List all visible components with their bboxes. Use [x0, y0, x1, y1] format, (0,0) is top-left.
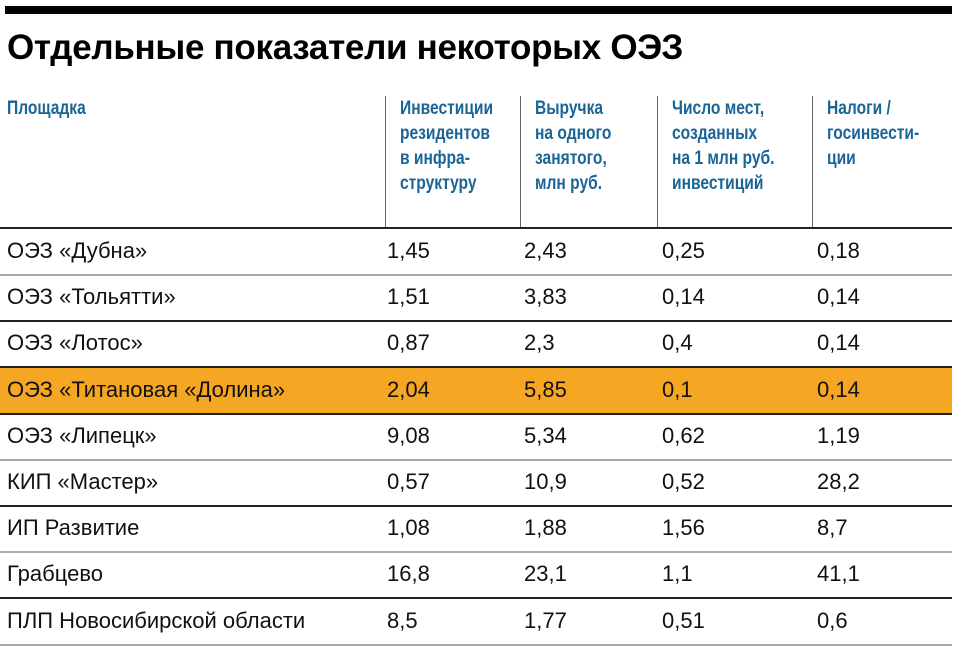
- table-row: Грабцево 16,8 23,1 1,1 41,1: [0, 552, 952, 598]
- cell-taxes: 0,14: [817, 284, 860, 310]
- cell-site: ПЛП Новосибирской области: [7, 607, 306, 633]
- table-row: КИП «Мастер» 0,57 10,9 0,52 28,2: [0, 460, 952, 506]
- table-title: Отдельные показатели некоторых ОЭЗ: [7, 28, 684, 67]
- cell-invest: 1,51: [387, 284, 430, 310]
- cell-taxes: 41,1: [817, 561, 860, 587]
- header-line: Инвестиции: [400, 98, 494, 119]
- cell-invest: 2,04: [387, 376, 430, 402]
- cell-revenue: 2,3: [524, 330, 555, 356]
- table-row: ОЭЗ «Липецк» 9,08 5,34 0,62 1,19: [0, 414, 952, 460]
- header-revenue: Выручка на одного занятого, млн руб.: [535, 96, 655, 228]
- row-divider: [0, 366, 952, 369]
- header-taxes: Налоги / госинвести- ции: [827, 96, 952, 228]
- header-line: на 1 млн руб.: [672, 148, 775, 169]
- header-line: на одного: [535, 123, 612, 144]
- header-line: госинвести-: [827, 123, 920, 144]
- cell-jobs: 1,1: [662, 561, 693, 587]
- header-line: структуру: [400, 173, 477, 194]
- cell-jobs: 0,4: [662, 330, 693, 356]
- cell-invest: 1,08: [387, 515, 430, 541]
- header-line: инвестиций: [672, 173, 764, 194]
- cell-site: ОЭЗ «Дубна»: [7, 238, 148, 263]
- header-site: Площадка: [7, 96, 377, 228]
- cell-site: Грабцево: [7, 561, 104, 587]
- header-line: млн руб.: [535, 173, 603, 194]
- header-line: Налоги /: [827, 98, 891, 119]
- header-divider: [812, 96, 813, 228]
- cell-invest: 0,57: [387, 469, 430, 494]
- cell-revenue: 1,88: [524, 515, 567, 541]
- header-rule: [0, 227, 952, 229]
- cell-jobs: 0,62: [662, 422, 705, 448]
- row-divider: [0, 597, 952, 600]
- cell-invest: 0,87: [387, 330, 430, 356]
- cell-taxes: 0,18: [817, 238, 860, 263]
- table-row: ОЭЗ «Тольятти» 1,51 3,83 0,14 0,14: [0, 275, 952, 321]
- table-row: ИП Развитие 1,08 1,88 1,56 8,7: [0, 506, 952, 552]
- cell-jobs: 1,56: [662, 515, 705, 541]
- table-row: ОЭЗ «Дубна» 1,45 2,43 0,25 0,18: [0, 229, 952, 275]
- cell-taxes: 1,19: [817, 422, 860, 448]
- header-line: ции: [827, 148, 856, 169]
- cell-invest: 1,45: [387, 238, 430, 263]
- header-line: созданных: [672, 123, 758, 144]
- cell-jobs: 0,25: [662, 238, 705, 263]
- header-line: Выручка: [535, 98, 604, 119]
- cell-invest: 9,08: [387, 422, 430, 448]
- cell-taxes: 0,14: [817, 330, 860, 356]
- header-divider: [657, 96, 658, 228]
- header-line: в инфра-: [400, 148, 470, 169]
- header-line: Площадка: [7, 98, 86, 119]
- cell-taxes: 28,2: [817, 469, 860, 494]
- cell-revenue: 3,83: [524, 284, 567, 310]
- header-line: занятого,: [535, 148, 607, 169]
- cell-jobs: 0,52: [662, 469, 705, 494]
- cell-revenue: 10,9: [524, 469, 567, 494]
- cell-invest: 16,8: [387, 561, 430, 587]
- cell-site: КИП «Мастер»: [7, 469, 159, 494]
- row-divider: [0, 551, 952, 554]
- cell-invest: 8,5: [387, 607, 418, 633]
- header-divider: [520, 96, 521, 228]
- cell-jobs: 0,14: [662, 284, 705, 310]
- header-divider: [385, 96, 386, 228]
- table-row: ОЭЗ «Лотос» 0,87 2,3 0,4 0,14: [0, 321, 952, 367]
- row-divider: [0, 458, 952, 461]
- cell-taxes: 8,7: [817, 515, 848, 541]
- header-invest: Инвестиции резидентов в инфра- структуру: [400, 96, 518, 228]
- cell-revenue: 5,85: [524, 376, 567, 402]
- cell-site: ОЭЗ «Тольятти»: [7, 284, 176, 310]
- cell-taxes: 0,6: [817, 607, 848, 633]
- cell-revenue: 2,43: [524, 238, 567, 263]
- header-jobs: Число мест, созданных на 1 млн руб. инве…: [672, 96, 812, 228]
- cell-site: ОЭЗ «Лотос»: [7, 330, 143, 356]
- table-row: ОЭЗ «Титановая «Долина» 2,04 5,85 0,1 0,14: [0, 367, 952, 414]
- cell-taxes: 0,14: [817, 376, 860, 402]
- row-divider: [0, 643, 952, 646]
- cell-site: ОЭЗ «Титановая «Долина»: [7, 376, 286, 402]
- row-divider: [0, 505, 952, 507]
- cell-revenue: 5,34: [524, 422, 567, 448]
- cell-jobs: 0,51: [662, 607, 705, 633]
- cell-revenue: 1,77: [524, 607, 567, 633]
- table-row: ПЛП Новосибирской области 8,5 1,77 0,51 0,6: [0, 599, 952, 645]
- header-line: Число мест,: [672, 98, 765, 119]
- cell-jobs: 0,1: [662, 376, 693, 402]
- row-divider: [0, 274, 952, 276]
- cell-site: ИП Развитие: [7, 515, 140, 541]
- row-divider: [0, 412, 952, 415]
- cell-site: ОЭЗ «Липецк»: [7, 422, 157, 448]
- top-rule: [5, 6, 952, 14]
- row-divider: [0, 320, 952, 323]
- cell-revenue: 23,1: [524, 561, 567, 587]
- header-line: резидентов: [400, 123, 490, 144]
